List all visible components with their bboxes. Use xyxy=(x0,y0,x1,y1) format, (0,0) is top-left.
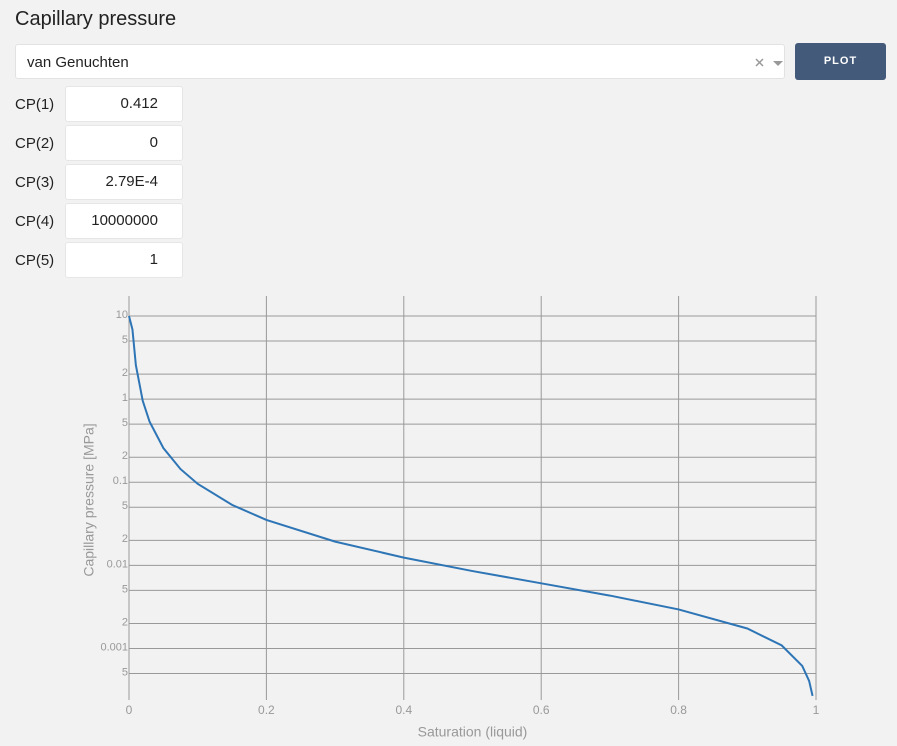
y-tick-label: 0.001 xyxy=(100,641,128,653)
plot-button[interactable]: PLOT xyxy=(795,43,886,80)
param-label: CP(4) xyxy=(15,213,55,230)
x-tick-label: 0.6 xyxy=(533,703,550,717)
y-tick-label: 5 xyxy=(122,583,128,595)
y-tick-label: 2 xyxy=(122,533,128,545)
y-tick-label: 2 xyxy=(122,616,128,628)
x-axis-title: Saturation (liquid) xyxy=(418,724,528,740)
select-value: van Genuchten xyxy=(27,54,129,71)
param-input[interactable]: 10000000 xyxy=(65,203,183,239)
param-input[interactable]: 0.412 xyxy=(65,86,183,122)
param-input[interactable]: 1 xyxy=(65,242,183,278)
select-icons xyxy=(755,58,783,67)
y-axis-title: Capillary pressure [MPa] xyxy=(81,423,97,576)
y-tick-label: 5 xyxy=(122,334,128,346)
data-line xyxy=(128,315,814,697)
param-label: CP(3) xyxy=(15,174,55,191)
y-tick-label: 5 xyxy=(122,417,128,429)
chart: 0 0.2 0.4 0.6 0.8 1 10 5 2 1 5 2 0.1 5 2 0.01 5 2 0.001 5 Sa… xyxy=(81,296,820,740)
x-tick-label: 0 xyxy=(126,703,133,717)
param-label: CP(2) xyxy=(15,135,55,152)
y-tick-label: 10 xyxy=(116,309,128,321)
clear-icon[interactable] xyxy=(755,58,764,67)
y-tick-label: 0.1 xyxy=(113,475,128,487)
x-tick-label: 0.8 xyxy=(670,703,687,717)
y-tick-label: 2 xyxy=(122,450,128,462)
param-input[interactable]: 2.79E-4 xyxy=(65,164,183,200)
page-title: Capillary pressure xyxy=(15,8,177,30)
x-tick-label: 0.2 xyxy=(258,703,275,717)
y-tick-label: 5 xyxy=(122,500,128,512)
dropdown-icon[interactable] xyxy=(773,61,783,66)
y-tick-label: 0.01 xyxy=(107,558,128,570)
model-select[interactable]: van Genuchten xyxy=(15,44,785,79)
y-tick-label: 5 xyxy=(122,666,128,678)
param-label: CP(5) xyxy=(15,252,55,269)
y-tick-label: 2 xyxy=(122,367,128,379)
param-input[interactable]: 0 xyxy=(65,125,183,161)
x-tick-label: 1 xyxy=(813,703,820,717)
param-label: CP(1) xyxy=(15,96,55,113)
y-tick-label: 1 xyxy=(122,392,128,404)
x-tick-label: 0.4 xyxy=(395,703,412,717)
